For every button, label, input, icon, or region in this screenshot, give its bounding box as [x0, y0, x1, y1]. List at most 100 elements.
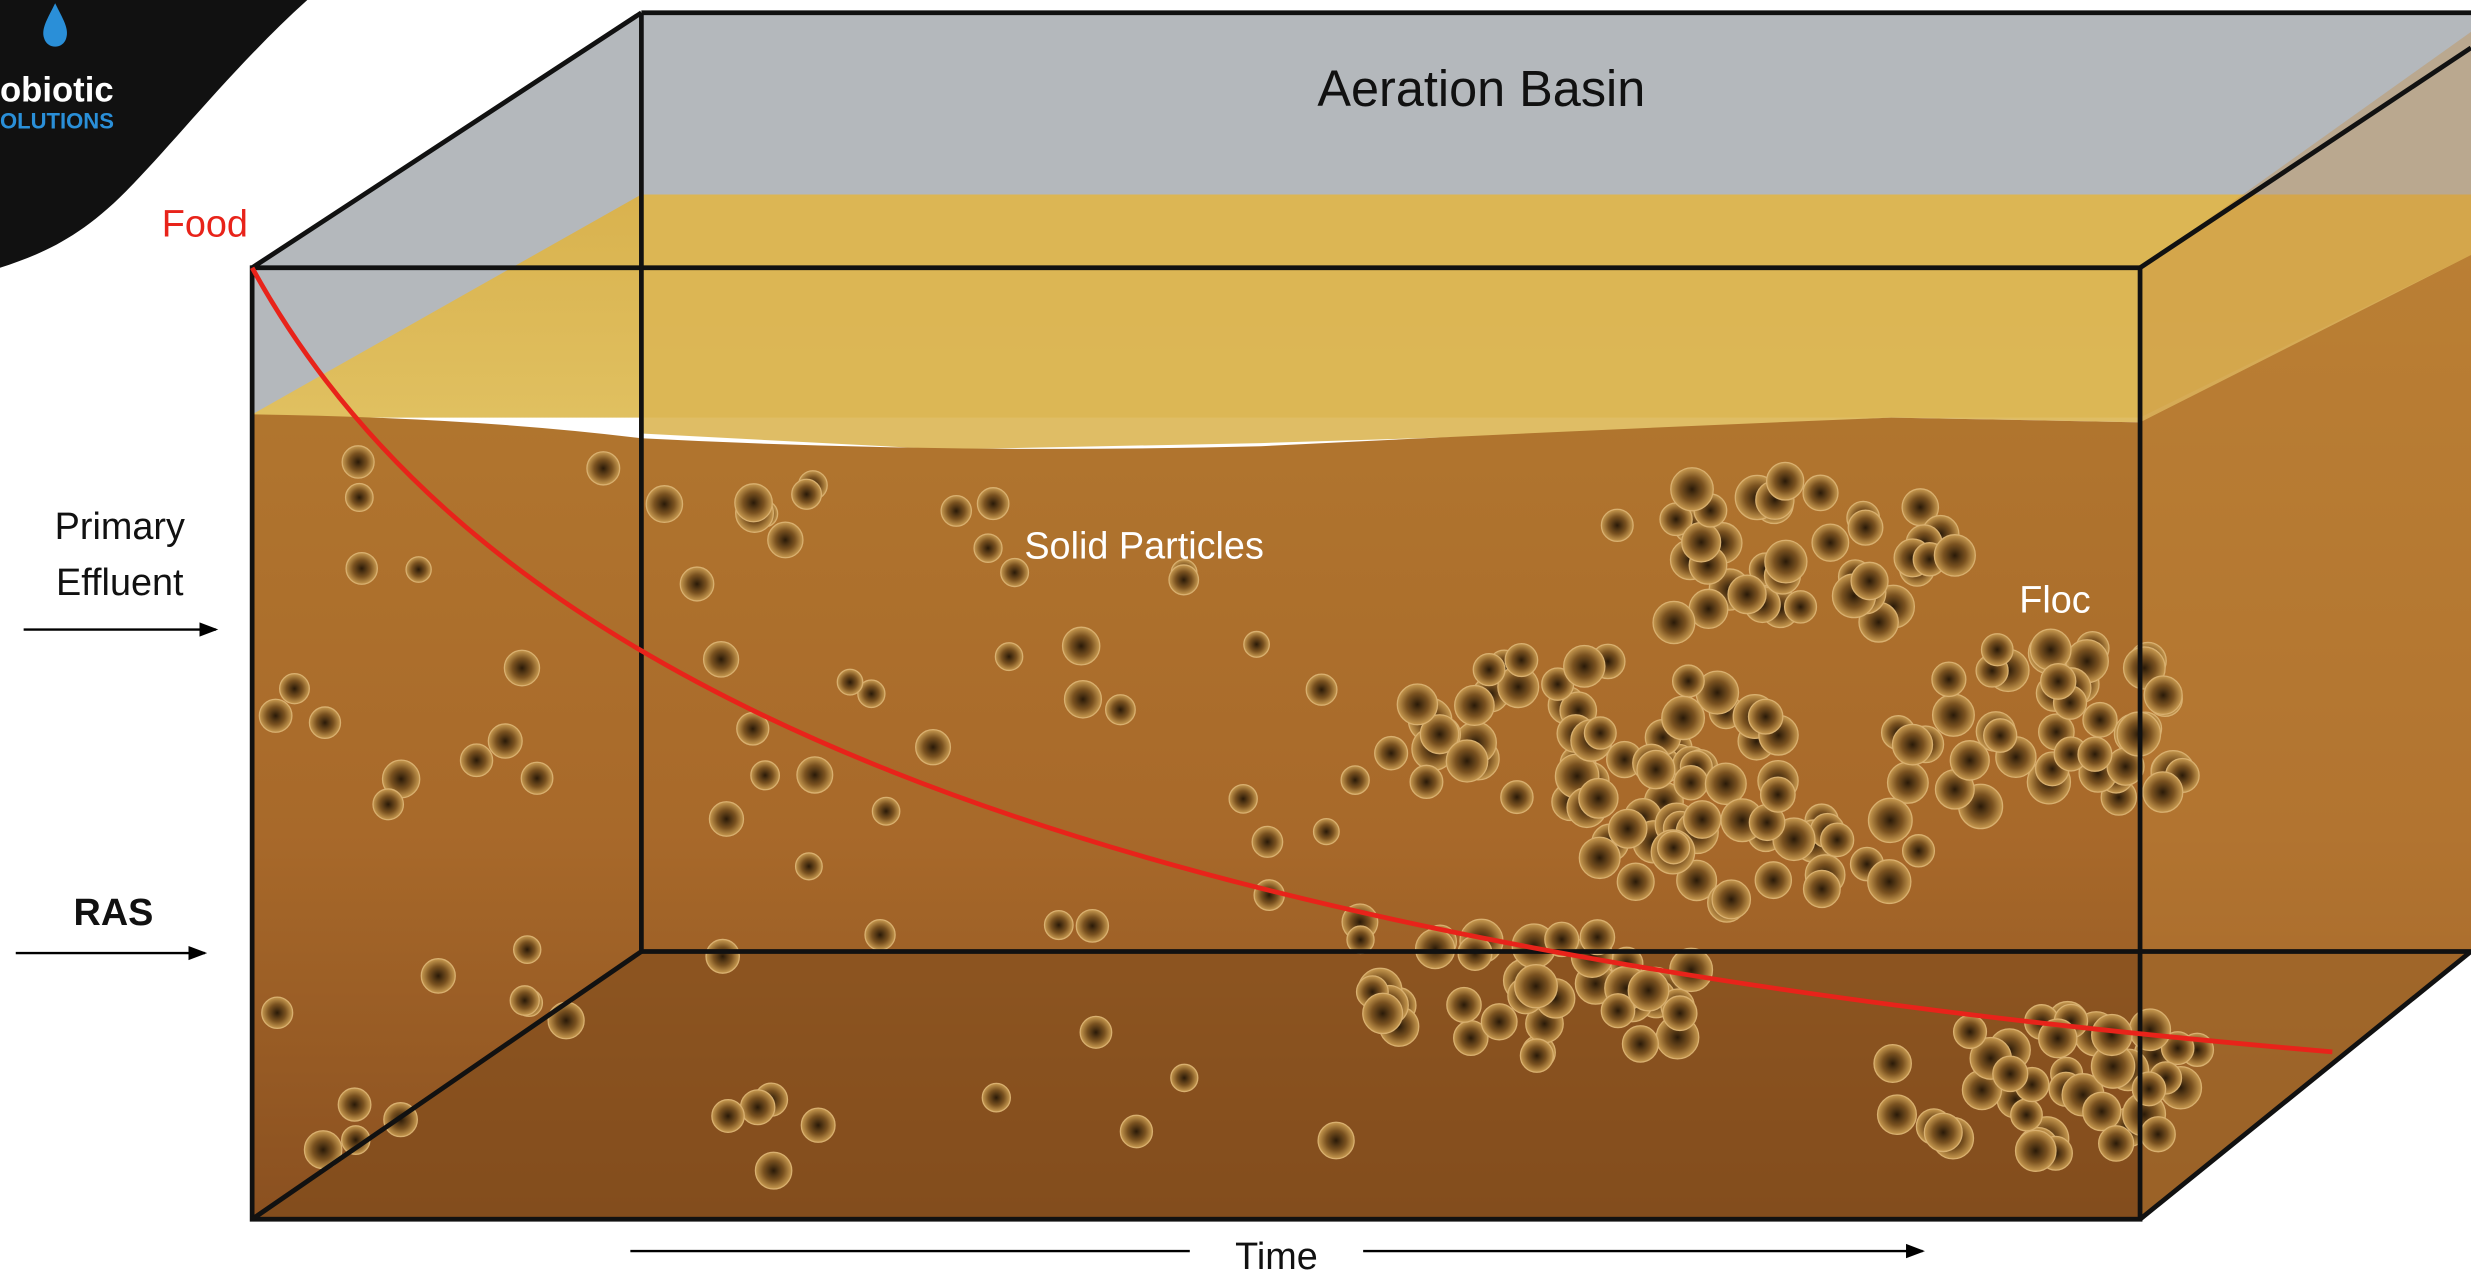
particle — [2083, 703, 2117, 738]
particle — [755, 1152, 791, 1189]
particle — [1785, 591, 1817, 623]
particle — [2143, 772, 2183, 812]
particle — [751, 761, 780, 790]
particle — [995, 643, 1022, 671]
particle — [342, 446, 374, 478]
particle — [346, 553, 377, 585]
particle — [2129, 1009, 2170, 1050]
particle — [704, 642, 739, 677]
particle — [1579, 779, 1618, 819]
particle — [373, 789, 403, 820]
particle — [1455, 686, 1494, 726]
particle — [1851, 562, 1888, 599]
particle — [1954, 1015, 1987, 1048]
particle — [1063, 627, 1100, 665]
particle — [2141, 1117, 2176, 1152]
ras-label: RAS — [74, 892, 154, 934]
particle — [1601, 509, 1633, 541]
particle — [1765, 540, 1807, 583]
particle — [1622, 1026, 1658, 1062]
particle — [1171, 1064, 1198, 1091]
particle — [1934, 535, 1975, 576]
particle — [680, 567, 714, 601]
particle — [1520, 1039, 1553, 1072]
particle — [646, 486, 682, 523]
particle — [1682, 523, 1721, 562]
particle — [1637, 750, 1675, 788]
particle — [1045, 911, 1074, 940]
particle — [1564, 645, 1605, 687]
particle — [521, 762, 553, 794]
particle — [1748, 699, 1782, 734]
particle — [2099, 1126, 2134, 1161]
floc-label: Floc — [2019, 579, 2090, 621]
particle — [421, 959, 455, 993]
particle — [1410, 765, 1443, 798]
particle — [406, 557, 431, 583]
particle — [1892, 724, 1932, 765]
particle — [1397, 684, 1437, 725]
particle — [1924, 1113, 1962, 1151]
particle — [280, 674, 310, 704]
particle — [2041, 664, 2076, 700]
particle — [1993, 1056, 2028, 1091]
logo-text: obiotic — [0, 71, 114, 110]
particle — [309, 707, 340, 738]
particle — [1515, 965, 1558, 1008]
logo-subtext: OLUTIONS — [0, 108, 114, 133]
particle — [1950, 741, 1989, 780]
particle — [259, 699, 292, 732]
particle — [2092, 1015, 2132, 1056]
particle — [1658, 831, 1690, 863]
particle — [1473, 654, 1505, 686]
particle — [797, 757, 833, 793]
particle — [1318, 1122, 1354, 1158]
particle — [709, 802, 743, 836]
particle — [1684, 801, 1721, 839]
particle — [1874, 1045, 1911, 1083]
particle — [982, 1083, 1010, 1111]
particle — [974, 534, 1002, 562]
particle — [1761, 777, 1796, 812]
particle — [1878, 1095, 1917, 1134]
page: {"logo": {"line1": "obiotic", "line2": "… — [0, 0, 2471, 1275]
particle — [1617, 863, 1654, 900]
particle — [2132, 1072, 2165, 1106]
food-label: Food — [162, 203, 248, 245]
particle — [1416, 929, 1455, 969]
particle — [837, 669, 862, 695]
particle — [1670, 948, 1713, 991]
particle — [514, 936, 541, 964]
particle — [1888, 762, 1929, 803]
particle — [1981, 634, 2013, 666]
particle — [1229, 785, 1257, 814]
particle — [2030, 629, 2071, 670]
time-label: Time — [1235, 1236, 1318, 1275]
particle — [1804, 870, 1841, 907]
particle — [1306, 674, 1337, 705]
particle — [510, 986, 539, 1015]
title: Aeration Basin — [1317, 60, 1645, 117]
particle — [1674, 766, 1708, 800]
particle — [1673, 665, 1705, 697]
particle — [712, 1100, 744, 1133]
particle — [1803, 475, 1838, 510]
particle — [2011, 1099, 2043, 1131]
particle — [916, 730, 951, 765]
particle — [2083, 1092, 2121, 1130]
particle — [2016, 1130, 2057, 1171]
particle — [338, 1088, 371, 1121]
particle — [1341, 766, 1369, 794]
particle — [1755, 862, 1791, 899]
particle — [1903, 835, 1935, 867]
particle — [1314, 819, 1340, 845]
particle — [1579, 837, 1620, 878]
particle — [1252, 826, 1283, 857]
particle — [587, 452, 620, 485]
particle — [1064, 681, 1101, 718]
particle — [1609, 809, 1647, 848]
primary-effluent-label: Effluent — [56, 562, 184, 604]
particle — [1705, 763, 1746, 804]
solid-particles-label: Solid Particles — [1024, 525, 1264, 567]
particle — [1821, 823, 1854, 856]
